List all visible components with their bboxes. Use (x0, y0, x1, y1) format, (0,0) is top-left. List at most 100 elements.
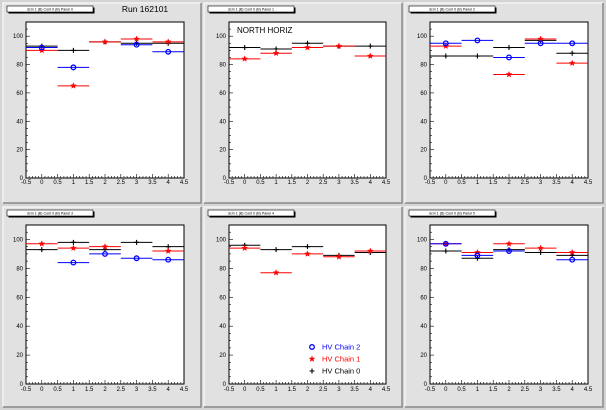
y-tick-label: 40 (16, 324, 23, 330)
data-point (304, 250, 311, 257)
x-tick-label: 0.5 (53, 180, 62, 186)
data-point (366, 247, 374, 254)
y-tick-label: 40 (420, 119, 427, 125)
series-hv-chain-2 (26, 41, 184, 71)
x-tick-label: 3 (337, 387, 341, 393)
data-point (241, 55, 249, 62)
data-point (505, 240, 513, 247)
data-point (506, 45, 512, 51)
data-point (569, 40, 576, 47)
panel-bevel-light (404, 2, 603, 203)
x-tick-label: 4.5 (584, 180, 593, 186)
panel-label: dcm 1 (B) Cont 0 (B) Panel 1 (228, 8, 274, 12)
x-tick-label: 4 (571, 180, 575, 186)
data-point (537, 40, 544, 47)
x-tick-label: 1 (72, 180, 76, 186)
data-point (133, 35, 140, 42)
data-point (272, 49, 280, 57)
panel-label: dcm 1 (B) Cont 0 (B) Panel 2 (429, 8, 475, 12)
data-point (367, 43, 373, 49)
data-point (272, 269, 280, 276)
y-tick-label: 20 (219, 148, 226, 154)
series-hv-chain-0 (430, 37, 588, 59)
data-point (133, 41, 140, 48)
x-tick-label: 2 (507, 387, 511, 393)
x-tick-label: 0.5 (256, 180, 265, 186)
legend-label: HV Chain 1 (322, 355, 360, 364)
x-tick-label: 4.5 (180, 387, 189, 393)
panel-bevel-light (203, 2, 402, 203)
chart-panel-6: dcm 1 (B) Cont 0 (B) Panel 5-0.5 0 0.5 1 1.5… (404, 206, 604, 408)
panel-label-box (6, 5, 94, 13)
data-point (537, 244, 544, 251)
data-point (70, 47, 76, 53)
y-tick-label: 0 (223, 176, 227, 182)
panel-bevel-light (2, 206, 201, 407)
data-point (39, 247, 45, 253)
legend-label: HV Chain 2 (322, 343, 360, 352)
data-point (70, 239, 76, 245)
data-point (304, 43, 311, 51)
y-tick-label: 20 (420, 148, 427, 154)
x-tick-label: 2 (306, 180, 310, 186)
y-tick-label: 60 (219, 91, 226, 97)
series-hv-chain-1 (229, 42, 386, 62)
x-tick-label: 2 (103, 387, 107, 393)
panel-label-box (6, 209, 94, 217)
data-point (102, 250, 108, 257)
data-point (242, 45, 248, 51)
data-point (70, 259, 77, 266)
x-tick-label: 4 (167, 180, 171, 186)
x-tick-label: 1 (476, 180, 480, 186)
y-tick-label: 80 (16, 266, 23, 272)
x-tick-label: 4.5 (382, 180, 391, 186)
legend-marker (308, 355, 316, 362)
y-tick-label: 80 (219, 63, 226, 69)
chart-panel-5: dcm 1 (B) Cont 0 (B) Panel 4-0.5 0 0.5 1 1.5… (203, 206, 403, 408)
legend-marker (309, 344, 315, 350)
y-tick-label: 100 (417, 34, 428, 40)
x-tick-label: -0.5 (21, 387, 32, 393)
x-tick-label: 3.5 (350, 387, 359, 393)
panel-bevel-light (203, 206, 402, 407)
y-tick-label: 80 (420, 63, 427, 69)
data-point (506, 248, 512, 254)
y-tick-label: 0 (223, 382, 227, 388)
x-tick-label: -0.5 (224, 387, 235, 393)
series-hv-chain-2 (430, 37, 588, 61)
x-tick-label: 0.5 (457, 387, 466, 393)
series-hv-chain-1 (26, 35, 184, 89)
x-tick-label: 2.5 (319, 387, 328, 393)
y-tick-label: 20 (16, 353, 23, 359)
y-tick-label: 40 (420, 324, 427, 330)
y-tick-label: 40 (219, 324, 226, 330)
x-tick-label: 3 (135, 180, 139, 186)
panel-bevel-dark (3, 3, 202, 204)
y-tick-label: 100 (13, 237, 24, 243)
x-tick-label: 2.5 (521, 180, 530, 186)
x-tick-label: 3 (539, 180, 543, 186)
data-point (335, 42, 343, 49)
data-point (70, 82, 77, 89)
data-point (568, 248, 576, 256)
x-tick-label: 0.5 (457, 180, 466, 186)
x-tick-label: 2.5 (117, 180, 126, 186)
data-point (101, 243, 109, 250)
chart-panel-2: dcm 1 (B) Cont 0 (B) Panel 1-0.5 0 0.5 1 1.5… (203, 2, 403, 204)
panel-label: dcm 1 (B) Cont 0 (B) Panel 5 (429, 212, 475, 216)
data-point (38, 240, 46, 247)
y-tick-label: 20 (420, 353, 427, 359)
data-point (569, 50, 575, 56)
x-tick-label: 4.5 (382, 387, 391, 393)
x-tick-label: 0 (40, 180, 44, 186)
y-tick-label: 0 (424, 176, 428, 182)
x-tick-label: 1.5 (288, 180, 297, 186)
x-tick-label: 2.5 (319, 180, 328, 186)
panel-bevel-dark (204, 3, 403, 204)
x-tick-label: 1 (274, 387, 278, 393)
y-tick-label: 60 (16, 91, 23, 97)
series-hv-chain-2 (430, 240, 588, 263)
series-hv-chain-2 (57, 250, 184, 266)
series-hv-chain-1 (229, 244, 386, 276)
